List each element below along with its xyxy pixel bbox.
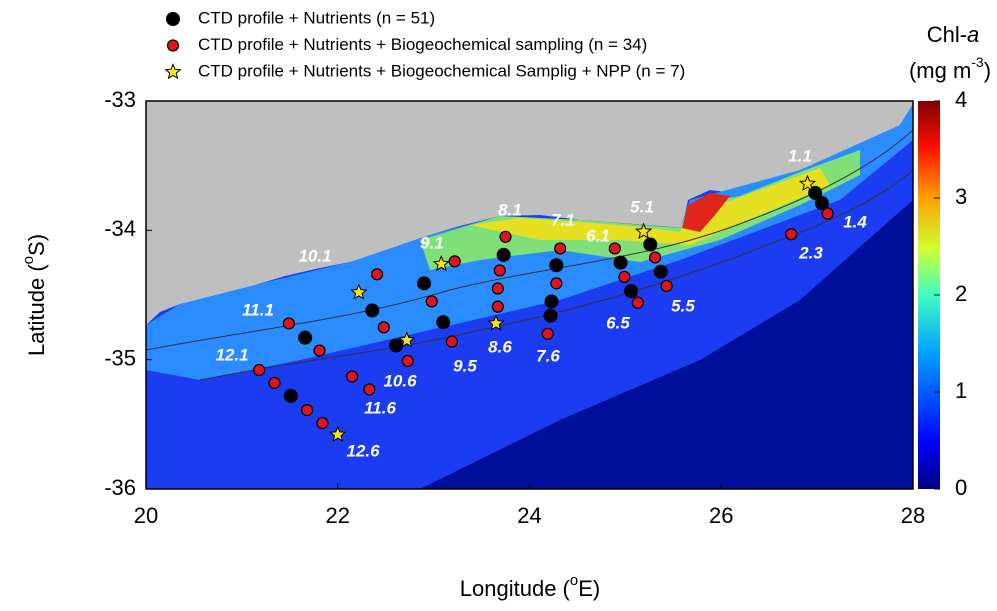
circle-marker [302,405,313,416]
y-axis-label: Latitude (oS) [20,234,49,356]
circle-marker [551,278,562,289]
circle-marker [497,248,511,262]
circle-marker [283,318,294,329]
station-label: 7.6 [536,346,560,365]
y-tick-label: -36 [104,475,136,500]
station-label: 8.6 [488,337,512,356]
circle-marker [549,258,563,272]
circle-marker [500,231,511,242]
y-tick-label: -33 [104,87,136,112]
y-axis-label-part: Latitude ( [24,264,49,356]
colorbar-title-part: Chl- [927,22,967,47]
station-label: 9.1 [420,233,444,252]
legend-marker [166,64,181,78]
station-label: 8.1 [498,200,522,219]
circle-marker [426,296,437,307]
legend-marker [166,12,180,26]
circle-marker [632,297,643,308]
y-tick-label: -35 [104,345,136,370]
colorbar-title: Chl-a [927,22,980,47]
circle-marker [298,331,312,345]
chart: Chl-a (mg m-3) Longitude (oE) Latitude (… [0,0,997,606]
colorbar-tick-label: 2 [955,281,967,306]
circle-marker [545,294,559,308]
circle-marker [317,418,328,429]
circle-marker [619,271,630,282]
x-tick-label: 22 [326,503,350,528]
circle-marker [822,208,833,219]
y-tick-label: -34 [104,216,136,241]
station-label: 10.6 [383,371,417,390]
circle-marker [347,371,358,382]
station-label: 10.1 [298,246,331,265]
circle-marker [417,276,431,290]
y-axis-label-part: o [20,256,37,264]
circle-marker [544,309,558,323]
station-label: 7.1 [551,210,575,229]
station-label: 9.5 [453,356,477,375]
circle-marker [364,384,375,395]
colorbar-tick-label: 4 [955,87,967,112]
circle-marker [446,336,457,347]
x-tick-label: 20 [134,503,158,528]
circle-marker [654,265,668,279]
station-label: 1.1 [788,146,812,165]
circle-marker [254,365,265,376]
colorbar-title-part: a [967,22,979,47]
colorbar-units-part: (mg m [909,58,971,83]
legend-label: CTD profile + Nutrients (n = 51) [198,8,435,27]
circle-marker [661,280,672,291]
circle-marker [378,322,389,333]
station-label: 6.5 [606,313,630,332]
station-label: 5.5 [671,296,695,315]
circle-marker [542,328,553,339]
circle-marker [365,304,379,318]
legend-label: CTD profile + Nutrients + Biogeochemical… [198,35,647,54]
circle-marker [492,283,503,294]
circle-marker [786,229,797,240]
x-axis-label-part: E) [578,576,600,601]
circle-marker [269,377,280,388]
colorbar-tick-label: 0 [955,475,967,500]
station-label: 5.1 [630,197,654,216]
circle-marker [492,301,503,312]
colorbar-tick-label: 3 [955,184,967,209]
circle-marker [650,252,661,263]
colorbar-units: (mg m-3) [909,54,991,83]
colorbar-units-part: ) [984,58,991,83]
circle-marker [436,315,450,329]
circle-marker [643,238,657,252]
circle-marker [494,265,505,276]
circle-marker [284,389,298,403]
circle-marker [389,338,403,352]
station-label: 11.6 [364,398,396,417]
station-label: 12.1 [215,345,248,364]
circle-marker [449,256,460,267]
colorbar-tick-label: 1 [955,378,967,403]
x-axis-label-part: Longitude ( [460,576,571,601]
circle-marker [609,243,620,254]
x-axis-label-part: o [570,572,578,589]
colorbar-units-part: -3 [971,54,984,70]
station-label: 2.3 [798,243,823,262]
station-label: 11.1 [242,300,274,319]
circle-marker [402,355,413,366]
circle-marker [372,269,383,280]
circle-marker [614,256,628,270]
x-tick-label: 28 [901,503,925,528]
circle-marker [624,284,638,298]
station-label: 6.1 [586,226,610,245]
legend-label: CTD profile + Nutrients + Biogeochemical… [198,61,685,80]
station-label: 12.6 [346,441,380,460]
station-label: 1.4 [843,212,867,231]
legend-marker [168,40,179,51]
x-tick-label: 26 [709,503,733,528]
x-axis-label: Longitude (oE) [460,572,600,601]
x-tick-label: 24 [517,503,541,528]
circle-marker [314,345,325,356]
circle-marker [555,243,566,254]
y-axis-label-part: S) [24,234,49,256]
